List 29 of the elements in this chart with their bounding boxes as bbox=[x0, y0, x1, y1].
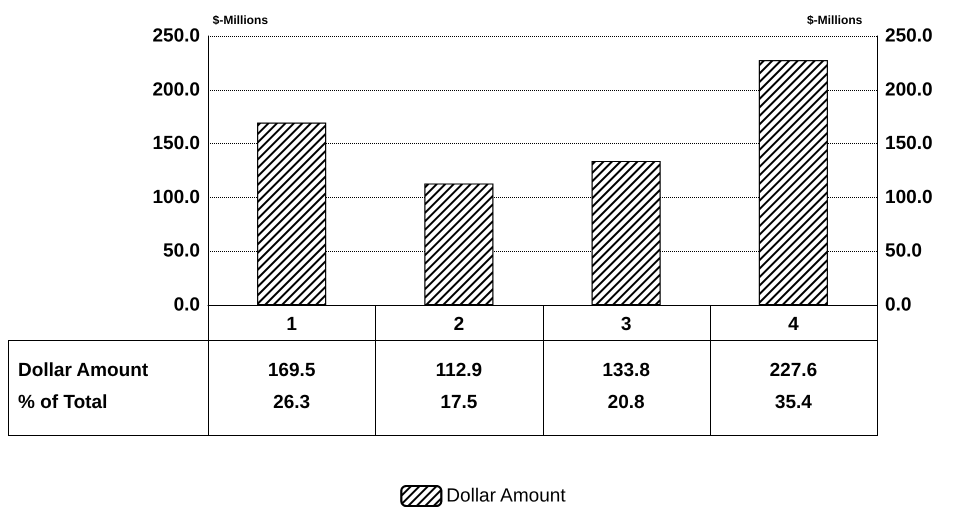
y-tick-label: 150.0 bbox=[152, 133, 200, 154]
x-tick-label: 2 bbox=[454, 314, 464, 335]
y2-tick-label: 150.0 bbox=[885, 133, 933, 154]
y-tick-label: 100.0 bbox=[152, 186, 200, 208]
y-tick-label: 0.0 bbox=[174, 294, 200, 316]
y-tick-label: 50.0 bbox=[163, 240, 200, 262]
data-label: 227.6 bbox=[770, 360, 818, 382]
y2-axis-title: $-Millions bbox=[807, 13, 863, 27]
data-label: 133.8 bbox=[602, 360, 650, 382]
text: 35.4 bbox=[774, 392, 812, 414]
data-label: 112.9 bbox=[436, 360, 482, 382]
x-tick-label: 4 bbox=[788, 314, 800, 335]
text: 20.8 bbox=[608, 392, 645, 414]
y-tick-label: 250.0 bbox=[152, 26, 200, 46]
text: % of Total bbox=[18, 392, 108, 414]
legend-label: Dollar Amount bbox=[446, 486, 566, 506]
y2-tick-label: 250.0 bbox=[885, 26, 933, 46]
y-axis-title: $-Millions bbox=[212, 13, 268, 27]
text: 17.5 bbox=[440, 392, 478, 414]
x-tick-label: 1 bbox=[286, 314, 298, 335]
y-tick-label: 200.0 bbox=[152, 79, 200, 100]
text: 26.3 bbox=[273, 392, 310, 414]
y2-tick-label: 200.0 bbox=[885, 79, 933, 100]
data-label: 169.5 bbox=[268, 360, 316, 382]
x-tick-label: 3 bbox=[620, 314, 632, 335]
text: Dollar Amount bbox=[18, 360, 148, 381]
y2-tick-label: 50.0 bbox=[885, 240, 922, 262]
y2-tick-label: 0.0 bbox=[885, 294, 912, 316]
y2-tick-label: 100.0 bbox=[885, 186, 933, 208]
